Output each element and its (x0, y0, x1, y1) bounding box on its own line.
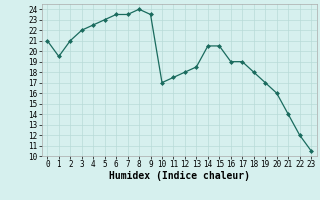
X-axis label: Humidex (Indice chaleur): Humidex (Indice chaleur) (109, 171, 250, 181)
